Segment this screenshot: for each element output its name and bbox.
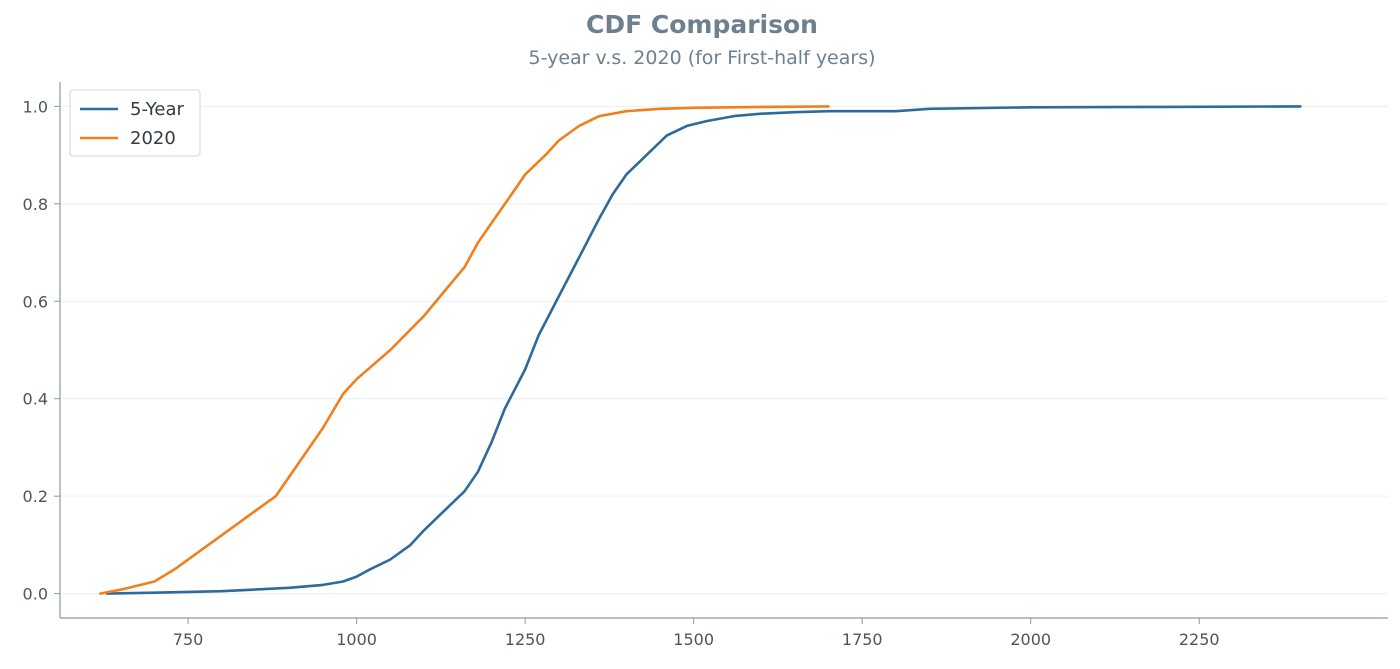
chart-subtitle: 5-year v.s. 2020 (for First-half years) — [528, 47, 875, 69]
series-lines — [99, 105, 1302, 595]
x-tick-label-5: 2000 — [1010, 630, 1051, 649]
y-tick-label-3: 0.6 — [23, 292, 48, 311]
y-tick-label-0: 0.0 — [23, 585, 48, 604]
tick-labels: 0.0 0.2 0.4 0.6 0.8 1.0 750 1000 1250 1500 1750 200… — [23, 97, 1220, 649]
grid-lines — [60, 105, 1388, 595]
x-tick-label-1: 1000 — [336, 630, 377, 649]
x-tick-label-2: 1250 — [505, 630, 546, 649]
y-tick-label-5: 1.0 — [23, 97, 48, 116]
y-tick-label-1: 0.2 — [23, 487, 48, 506]
legend-box — [69, 89, 201, 157]
legend-label-0: 5-Year — [130, 99, 185, 120]
axes — [59, 82, 1388, 619]
legend-label-1: 2020 — [130, 128, 176, 149]
y-tick-label-2: 0.4 — [23, 390, 48, 409]
legend: 5-Year 2020 — [69, 89, 201, 157]
x-tick-label-3: 1500 — [673, 630, 714, 649]
chart-title: CDF Comparison — [586, 10, 818, 39]
x-tick-label-6: 2250 — [1179, 630, 1220, 649]
x-tick-label-0: 750 — [173, 630, 204, 649]
x-tick-label-4: 1750 — [842, 630, 883, 649]
series-line-5-year — [105, 105, 1302, 595]
y-tick-label-4: 0.8 — [23, 195, 48, 214]
series-line-2020 — [99, 105, 830, 595]
